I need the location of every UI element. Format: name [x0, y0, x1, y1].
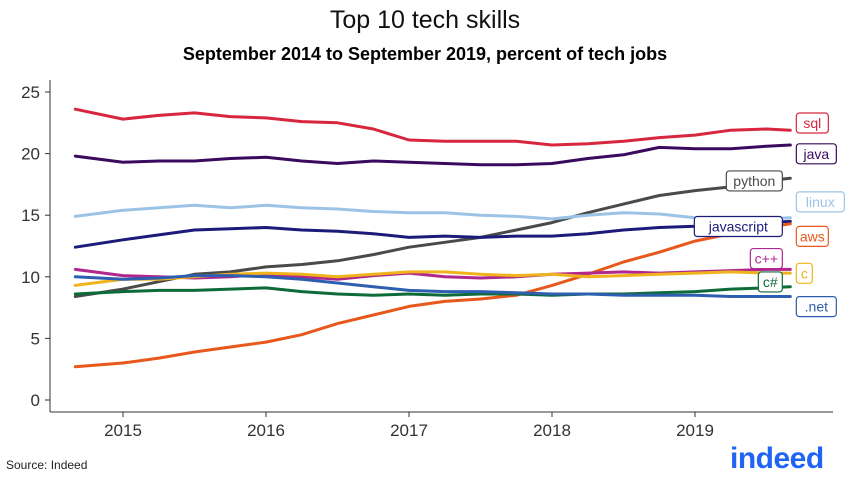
- series-line-java: [73, 143, 792, 167]
- series-label-aws: aws: [800, 228, 825, 244]
- series-label-box-c: [795, 262, 813, 284]
- series-label-box-aws: [795, 225, 829, 247]
- series-line-aws: [73, 222, 792, 369]
- chart-subtitle: September 2014 to September 2019, percen…: [182, 44, 668, 64]
- series-label-c: c#: [763, 274, 778, 290]
- series-line-net: [73, 274, 792, 298]
- y-tick-label: 10: [21, 268, 40, 287]
- series-label-linux: linux: [806, 194, 835, 210]
- series-label-box-java: [795, 143, 837, 165]
- y-tick-label: 15: [21, 206, 40, 225]
- series-label-sql: sql: [803, 115, 821, 131]
- series-label-box-net: [795, 296, 837, 318]
- series-label-box-c: [757, 271, 783, 293]
- series-line-python: [73, 176, 792, 298]
- series-line-javascript: [73, 219, 792, 249]
- x-tick-label: 2017: [390, 421, 428, 440]
- series-label-box-sql: [795, 112, 829, 134]
- series-label-javascript: javascript: [708, 219, 768, 235]
- y-tick-label: 25: [21, 83, 40, 102]
- chart-title: Top 10 tech skills: [329, 6, 521, 34]
- x-tick-label: 2016: [247, 421, 285, 440]
- x-tick-label: 2019: [676, 421, 714, 440]
- series-label-box-python: [725, 170, 783, 192]
- series-label-net: .net: [805, 299, 828, 315]
- indeed-logo: indeed: [730, 442, 824, 475]
- series-line-c: [73, 270, 792, 287]
- line-chart: 0 5 10 15 20 25 2015 2016 2017 2018 2019 sql java pyt…: [21, 80, 845, 440]
- y-tick-label: 5: [31, 329, 40, 348]
- series-line-sql: [73, 107, 792, 147]
- series-label-c: c: [801, 265, 808, 281]
- y-tick-label: 0: [31, 391, 40, 410]
- series-label-box-linux: [795, 191, 845, 213]
- y-tick-label: 20: [21, 145, 40, 164]
- series-line-linux: [73, 203, 792, 222]
- series-line-c: [73, 285, 792, 297]
- series-label-c: c++: [755, 251, 778, 267]
- series-label-box-javascript: [693, 215, 783, 238]
- x-tick-label: 2015: [104, 421, 142, 440]
- series-label-box-c: [749, 247, 783, 270]
- source-note: Source: Indeed: [6, 458, 88, 472]
- x-tick-label: 2018: [533, 421, 571, 440]
- series-label-python: python: [733, 173, 775, 189]
- series-label-java: java: [802, 146, 829, 162]
